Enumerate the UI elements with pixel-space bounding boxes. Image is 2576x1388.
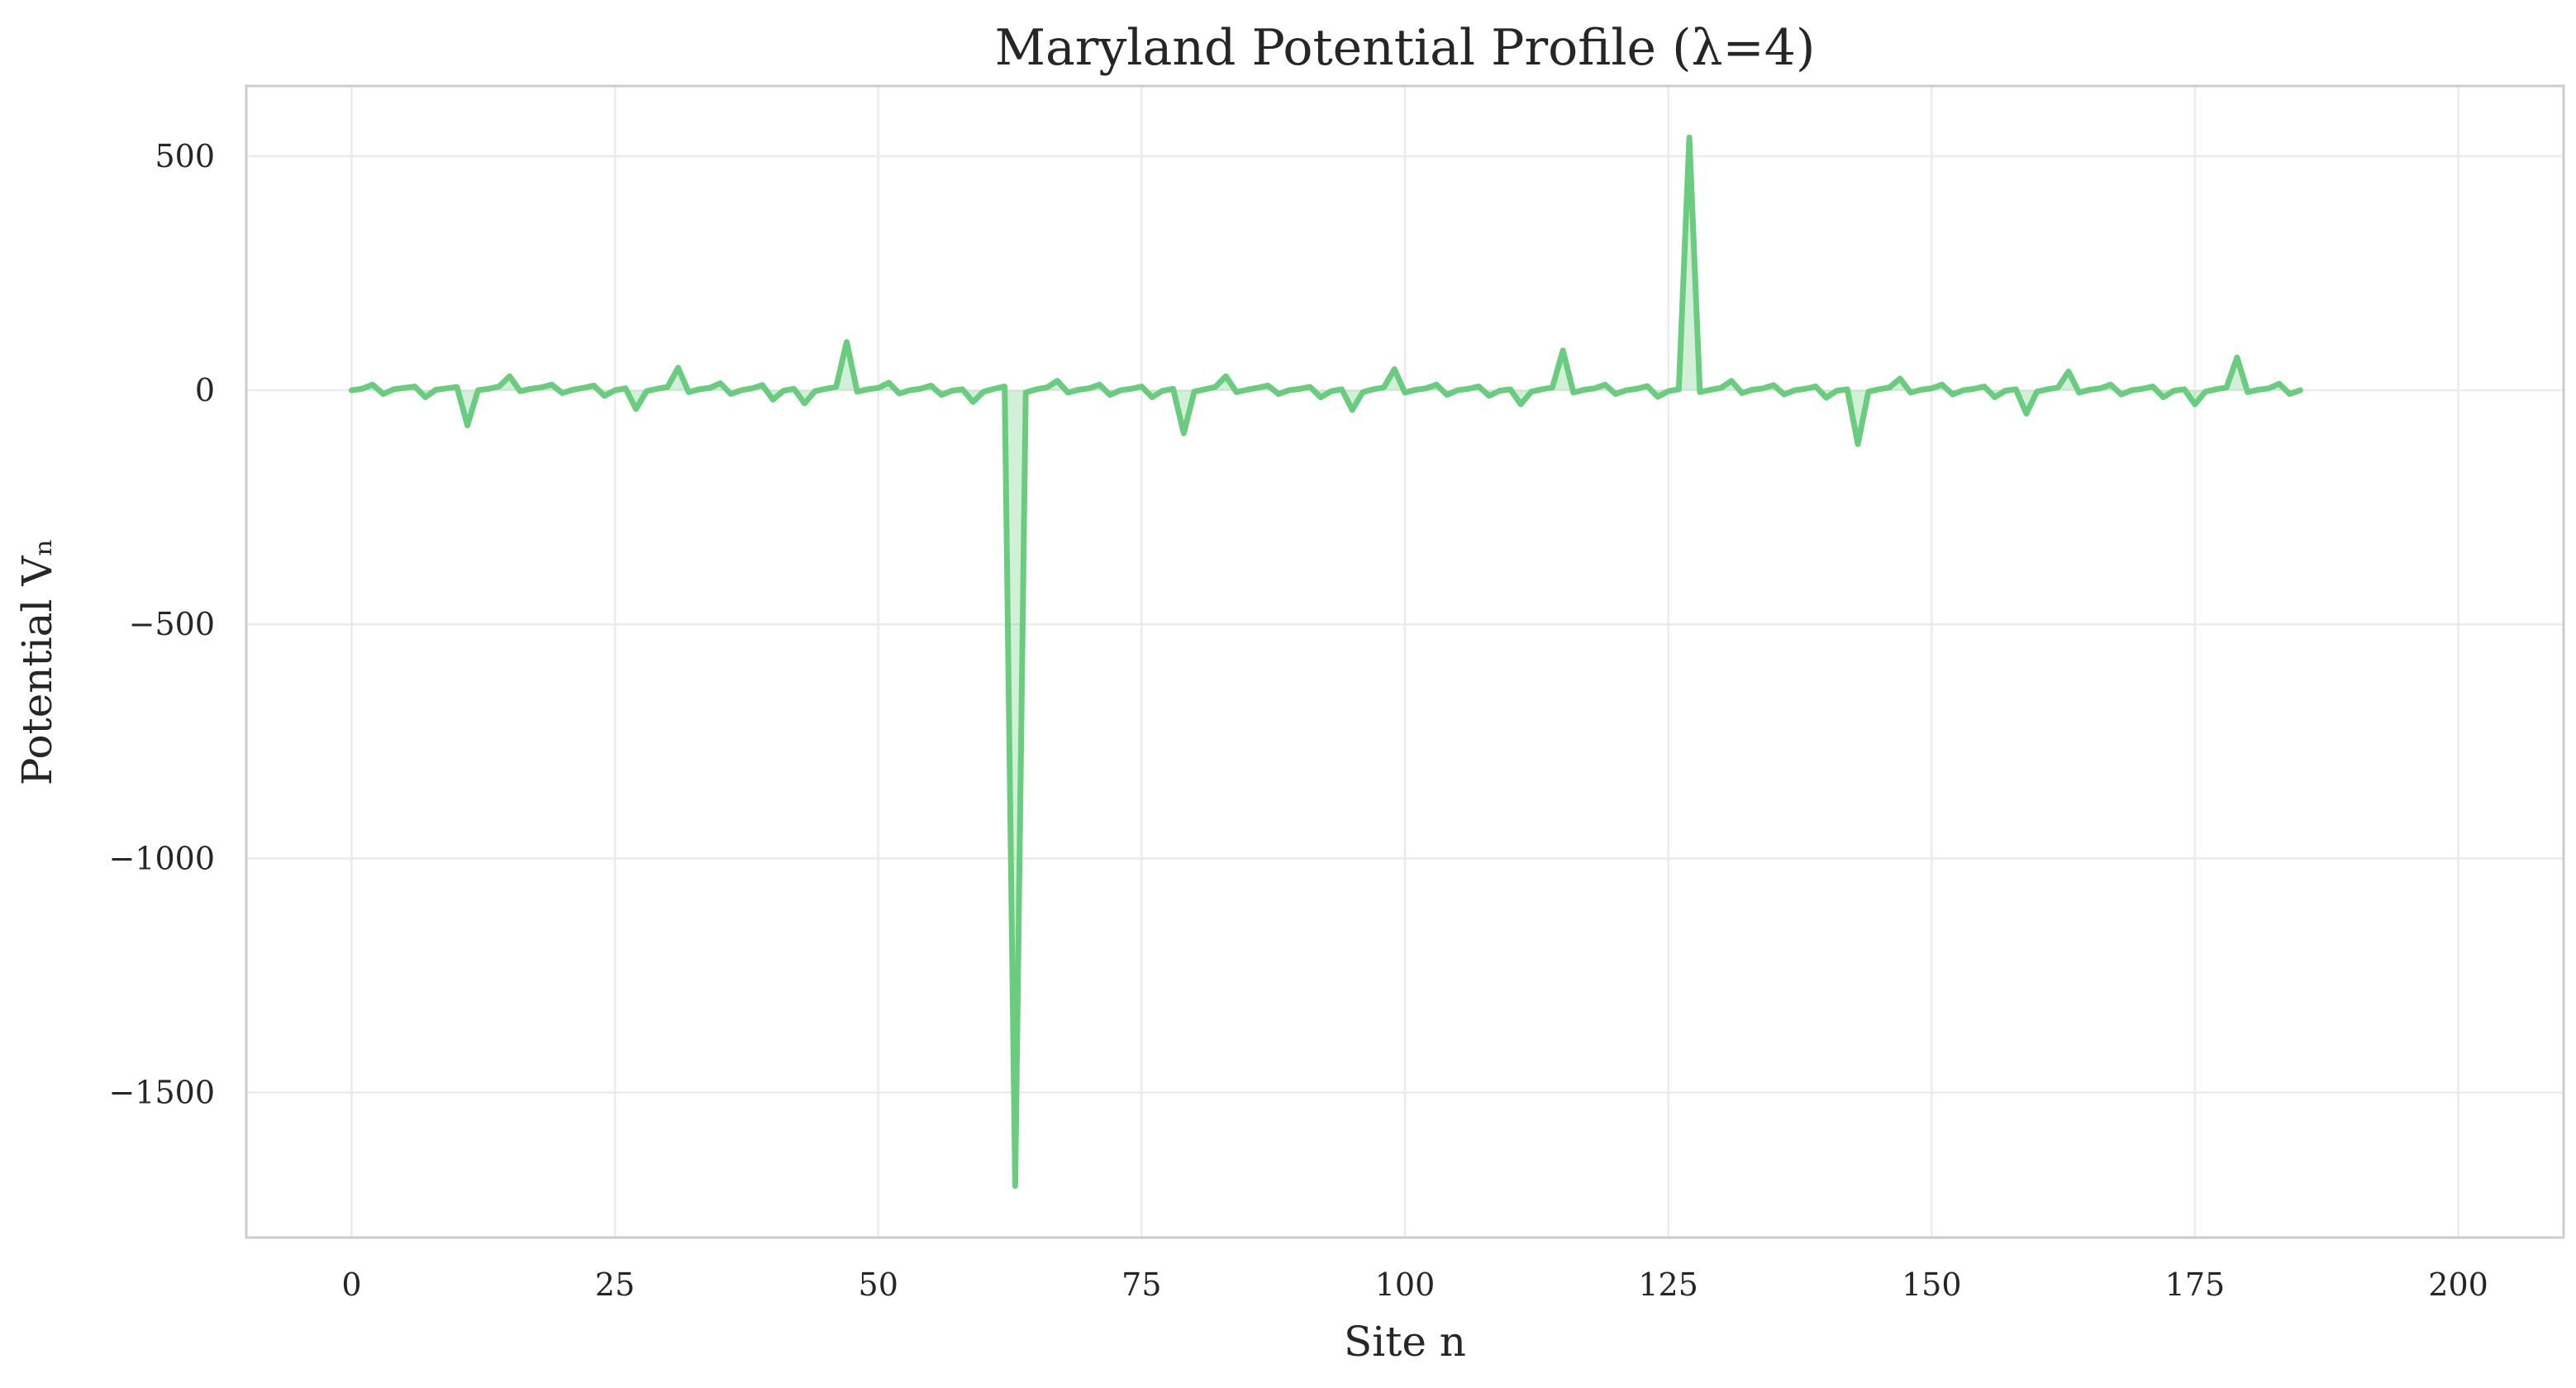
y-tick-labels: 500 0 −500 −1000 −1500 — [108, 138, 215, 1111]
y-tick-label: −1500 — [108, 1074, 215, 1110]
x-tick-label: 0 — [341, 1266, 361, 1303]
x-tick-label: 50 — [859, 1266, 898, 1303]
y-tick-label: 500 — [155, 138, 215, 174]
series-line — [348, 134, 2303, 1190]
y-tick-label: 0 — [195, 372, 215, 408]
x-tick-label: 150 — [1902, 1266, 1962, 1303]
x-tick-label: 200 — [2428, 1266, 2488, 1303]
x-tick-label: 100 — [1375, 1266, 1436, 1303]
x-tick-label: 75 — [1121, 1266, 1161, 1303]
series-line-layer — [348, 134, 2303, 1190]
x-tick-label: 25 — [595, 1266, 635, 1303]
x-tick-label: 125 — [1638, 1266, 1698, 1303]
chart-title: Maryland Potential Profile (λ=4) — [995, 19, 1816, 77]
x-tick-labels: 0 25 50 75 100 125 150 175 200 — [341, 1266, 2488, 1303]
y-tick-label: −500 — [129, 606, 215, 642]
x-tick-label: 175 — [2165, 1266, 2226, 1303]
grid-lines — [246, 86, 2564, 1238]
y-axis-label: Potential Vₙ — [13, 538, 61, 785]
plot-frame — [245, 84, 2565, 1239]
x-axis-label: Site n — [1344, 1318, 1466, 1366]
y-tick-label: −1000 — [108, 840, 215, 876]
